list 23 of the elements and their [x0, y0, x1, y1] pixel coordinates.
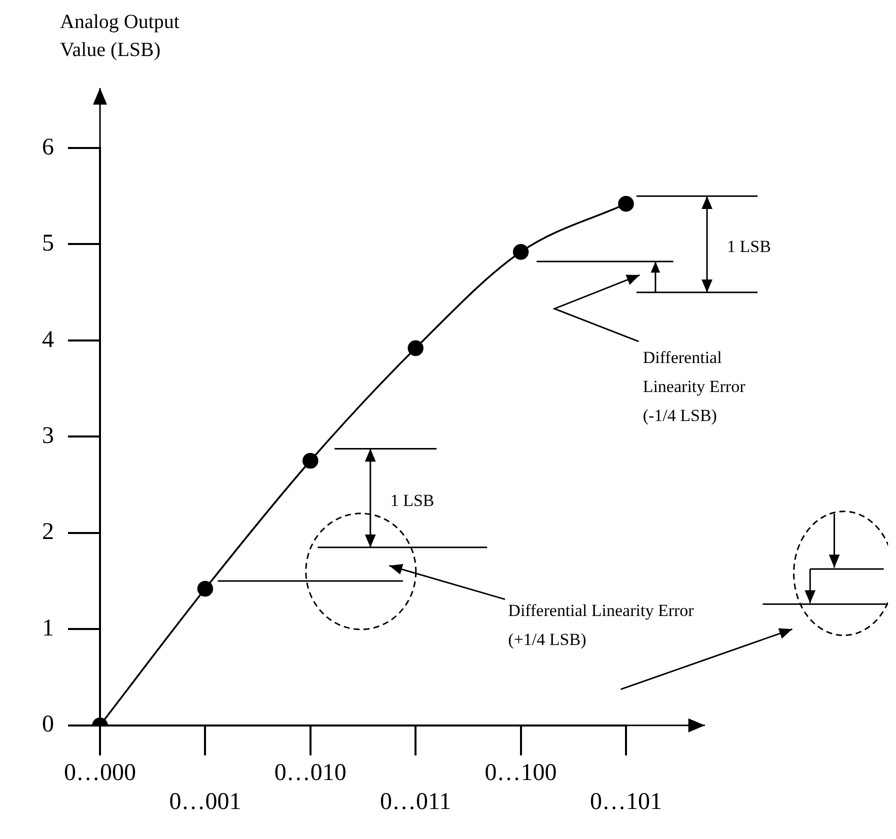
- x-tick-label: 0…100: [484, 760, 557, 786]
- point: [408, 340, 424, 356]
- x-tick-label: 0…010: [274, 760, 346, 786]
- y-tick-label: 1: [42, 615, 54, 642]
- text: 1 LSB: [726, 236, 772, 258]
- x-tick-label: 0…011: [380, 788, 452, 815]
- annotation: 1 LSB: [390, 490, 436, 512]
- x-tick-label: 0…001: [169, 788, 242, 815]
- y-tick-label: 3: [42, 422, 54, 449]
- y-tick-label: 4: [42, 326, 54, 353]
- y-tick-label: 5: [42, 230, 54, 257]
- text: Differential Linearity Error (-1/4 LSB): [642, 346, 746, 427]
- y-axis-title: Analog Output Value (LSB): [60, 10, 180, 63]
- y-tick-label: 0: [42, 712, 54, 738]
- x-tick-label: 0…000: [64, 760, 136, 786]
- point: [302, 452, 318, 469]
- point: [618, 196, 634, 212]
- annotation: Differential Linearity Error (+1/4 LSB): [508, 600, 695, 651]
- point: [512, 244, 529, 260]
- x-tick-label: 0…101: [590, 788, 662, 815]
- y-tick-label: 2: [42, 519, 54, 546]
- point: [197, 580, 214, 597]
- y-tick-label: 6: [42, 134, 54, 160]
